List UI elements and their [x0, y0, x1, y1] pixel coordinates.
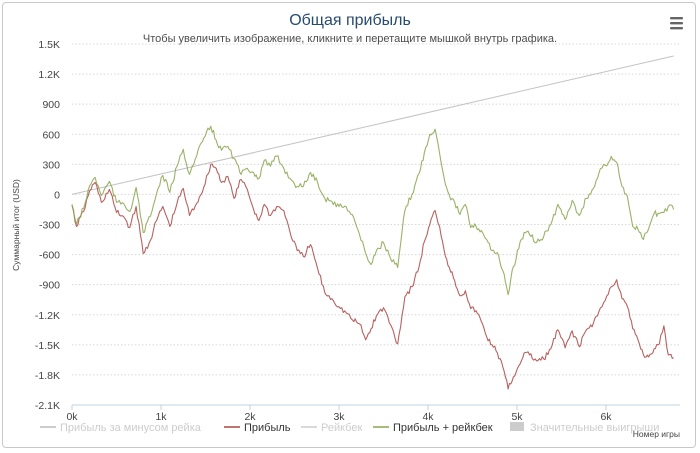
series-line-1[interactable]	[71, 163, 674, 390]
series-line-3[interactable]	[71, 125, 675, 296]
legend-item[interactable]: Значительные выигрыши	[510, 422, 659, 434]
legend-label: Рейкбек	[321, 422, 362, 434]
y-axis-title: Суммарный итог (USD)	[11, 179, 21, 271]
legend-item[interactable]: Прибыль	[224, 422, 291, 434]
legend-label: Прибыль + рейкбек	[393, 422, 493, 434]
plot-area[interactable]	[71, 55, 675, 390]
x-axis: 0k 1k 2k 3k 4k 5k 6k	[66, 404, 680, 423]
legend-label: Прибыль за минусом рейка	[60, 422, 202, 434]
legend-item[interactable]: Рейкбек	[301, 422, 362, 434]
legend[interactable]: Прибыль за минусом рейка Прибыль Рейкбек Пр…	[40, 422, 659, 434]
y-tick-label: 1.2K	[38, 69, 60, 81]
x-tick-label: 6k	[600, 411, 612, 423]
y-tick-label: -1.5K	[35, 340, 60, 352]
x-tick-label: 3k	[333, 411, 345, 423]
x-axis-title: Номер игры	[633, 429, 680, 439]
legend-label: Прибыль	[244, 422, 291, 434]
x-tick-label: 0k	[66, 411, 78, 423]
x-tick-label: 5k	[511, 411, 523, 423]
y-tick-label: -300	[39, 220, 60, 232]
legend-item[interactable]: Прибыль за минусом рейка	[40, 422, 202, 434]
legend-item[interactable]: Прибыль + рейкбек	[373, 422, 493, 434]
y-axis: 1.5K 1.2K 900 600 300 0 -300 -600 -900 -1.2K -1.5K…	[35, 39, 60, 412]
y-tick-label: 0	[54, 189, 60, 201]
legend-swatch-box	[510, 422, 524, 431]
hamburger-menu-icon[interactable]	[666, 14, 684, 32]
y-tick-label: 300	[42, 159, 60, 171]
y-tick-label: 600	[42, 129, 60, 141]
x-tick-label: 4k	[422, 411, 434, 423]
chart-title: Общая прибыль	[289, 12, 411, 29]
y-tick-label: -1.2K	[35, 310, 60, 322]
y-tick-label: -600	[39, 250, 60, 262]
y-tick-label: -2.1K	[35, 400, 60, 412]
x-tick-label: 1k	[155, 411, 167, 423]
y-tick-label: 1.5K	[38, 39, 60, 51]
x-tick-label: 2k	[244, 411, 256, 423]
gridlines	[72, 43, 680, 406]
chart-subtitle: Чтобы увеличить изображение, кликните и …	[143, 33, 557, 45]
y-tick-label: -1.8K	[35, 370, 60, 382]
series-line-0[interactable]	[71, 55, 674, 195]
legend-label: Значительные выигрыши	[530, 422, 659, 434]
y-tick-label: -900	[39, 280, 60, 292]
y-tick-label: 900	[42, 99, 60, 111]
